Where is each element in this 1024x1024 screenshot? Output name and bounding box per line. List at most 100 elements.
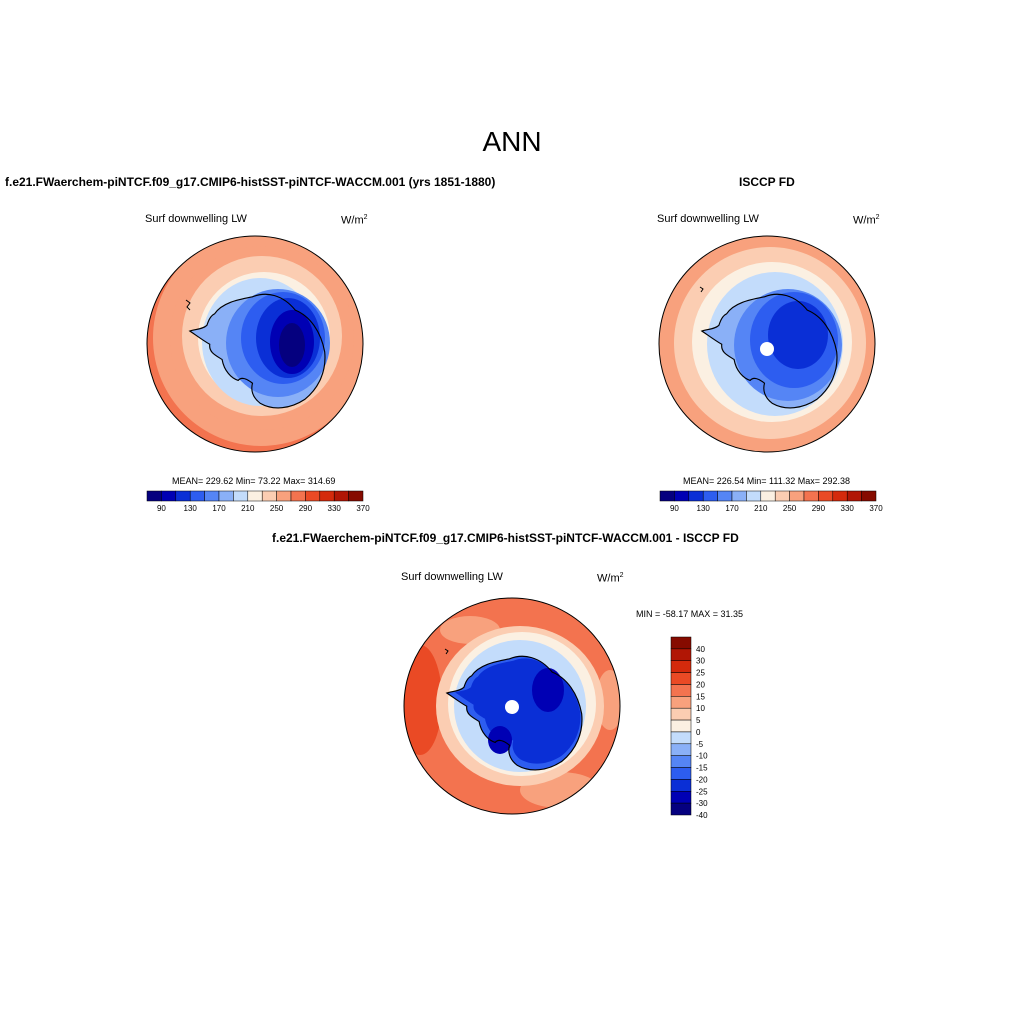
colorbar-obs: 90 130 170 210 250 290 330 370 xyxy=(659,490,883,513)
colorbar-swatch xyxy=(305,490,321,502)
colorbar-tick-label: 130 xyxy=(184,504,198,513)
colorbar-diff: 40 30 25 20 15 10 5 0 -5 -10 -15 -20 -25 -30 -40 xyxy=(670,636,708,820)
colorbar-swatch xyxy=(670,660,692,673)
colorbar-swatch xyxy=(688,490,704,502)
colorbar-swatch xyxy=(832,490,848,502)
colorbar-swatch xyxy=(670,802,692,816)
colorbar-swatch xyxy=(670,696,692,709)
colorbar-tick-label: 90 xyxy=(670,504,679,513)
units-label-model: W/m2 xyxy=(341,214,368,227)
colorbar-tick-label: -30 xyxy=(696,799,708,808)
map-border-obs xyxy=(658,235,876,453)
panel-title-obs: ISCCP FD xyxy=(739,175,795,189)
colorbar-tick-label: -25 xyxy=(696,787,708,796)
colorbar-swatch xyxy=(333,490,349,502)
units-label-diff: W/m2 xyxy=(597,572,624,585)
colorbar-tick-label: -5 xyxy=(696,740,704,749)
stats-model: MEAN= 229.62 Min= 73.22 Max= 314.69 xyxy=(172,476,336,486)
colorbar-swatch xyxy=(670,779,692,792)
colorbar-swatch xyxy=(659,490,675,502)
colorbar-swatch xyxy=(204,490,220,502)
polar-map-model xyxy=(147,236,363,452)
colorbar-swatch xyxy=(670,719,692,733)
colorbar-swatch xyxy=(175,490,191,502)
colorbar-swatch xyxy=(247,490,263,502)
colorbar-swatch xyxy=(290,490,306,502)
missing-data-pole xyxy=(505,700,519,714)
colorbar-swatch xyxy=(717,490,733,502)
panel-title-model: f.e21.FWaerchem-piNTCF.f09_g17.CMIP6-his… xyxy=(5,175,496,189)
colorbar-tick-label: 25 xyxy=(696,669,705,678)
colorbar-swatch xyxy=(670,648,692,661)
panel-title-diff: f.e21.FWaerchem-piNTCF.f09_g17.CMIP6-his… xyxy=(272,531,739,545)
colorbar-tick-label: 370 xyxy=(869,504,883,513)
colorbar-swatch xyxy=(670,731,692,745)
colorbar-tick-label: 170 xyxy=(725,504,739,513)
variable-label-diff: Surf downwelling LW xyxy=(401,571,503,583)
colorbar-swatch xyxy=(261,490,277,502)
figure-title: ANN xyxy=(482,126,542,157)
colorbar-swatch xyxy=(670,755,692,768)
colorbar-swatch xyxy=(670,672,692,685)
colorbar-swatch xyxy=(746,490,762,502)
colorbar-tick-label: 250 xyxy=(783,504,797,513)
colorbar-tick-label: 290 xyxy=(299,504,313,513)
colorbar-swatch xyxy=(861,490,877,502)
colorbar-swatch xyxy=(803,490,819,502)
colorbar-swatch xyxy=(189,490,205,502)
stats-diff: MIN = -58.17 MAX = 31.35 xyxy=(636,609,744,619)
colorbar-swatch xyxy=(670,767,692,780)
colorbar-tick-label: -40 xyxy=(696,811,708,820)
colorbar-swatch xyxy=(818,490,834,502)
variable-label-obs: Surf downwelling LW xyxy=(657,213,759,225)
colorbar-tick-label: 210 xyxy=(241,504,255,513)
colorbar-swatch xyxy=(670,707,692,721)
missing-data-pole xyxy=(760,342,774,356)
colorbar-tick-label: 5 xyxy=(696,716,701,725)
colorbar-tick-label: 330 xyxy=(328,504,342,513)
colorbar-swatch xyxy=(774,490,790,502)
colorbar-swatch xyxy=(276,490,292,502)
map-border-model xyxy=(146,235,364,453)
colorbar-swatch xyxy=(146,490,162,502)
units-label-obs: W/m2 xyxy=(853,214,880,227)
colorbar-tick-label: -15 xyxy=(696,764,708,773)
colorbar-swatch xyxy=(319,490,335,502)
colorbar-swatch xyxy=(233,490,249,502)
colorbar-swatch xyxy=(670,636,692,650)
variable-label-model: Surf downwelling LW xyxy=(145,213,247,225)
colorbar-tick-label: 20 xyxy=(696,680,705,689)
colorbar-swatch xyxy=(670,684,692,697)
colorbar-swatch xyxy=(670,743,692,756)
colorbar-swatch xyxy=(702,490,718,502)
colorbar-tick-label: 210 xyxy=(754,504,768,513)
colorbar-tick-label: 250 xyxy=(270,504,284,513)
colorbar-swatch xyxy=(731,490,747,502)
colorbar-swatch xyxy=(846,490,862,502)
colorbar-swatch xyxy=(348,490,364,502)
colorbar-model: 90 130 170 210 250 290 330 370 xyxy=(146,490,370,513)
colorbar-tick-label: 330 xyxy=(841,504,855,513)
colorbar-swatch xyxy=(789,490,805,502)
colorbar-tick-label: 170 xyxy=(212,504,226,513)
colorbar-swatch xyxy=(161,490,177,502)
polar-map-obs xyxy=(659,236,875,452)
colorbar-tick-label: 370 xyxy=(356,504,370,513)
colorbar-swatch xyxy=(670,791,692,804)
colorbar-swatch xyxy=(674,490,690,502)
colorbar-tick-label: 130 xyxy=(697,504,711,513)
colorbar-tick-label: 40 xyxy=(696,645,705,654)
polar-map-diff xyxy=(404,598,620,814)
colorbar-tick-label: 290 xyxy=(812,504,826,513)
colorbar-swatch xyxy=(218,490,234,502)
colorbar-swatch xyxy=(760,490,776,502)
colorbar-tick-label: -10 xyxy=(696,752,708,761)
stats-obs: MEAN= 226.54 Min= 111.32 Max= 292.38 xyxy=(683,476,851,486)
colorbar-tick-label: 30 xyxy=(696,657,705,666)
colorbar-tick-label: 15 xyxy=(696,692,705,701)
colorbar-tick-label: 90 xyxy=(157,504,166,513)
colorbar-tick-label: -20 xyxy=(696,775,708,784)
colorbar-tick-label: 10 xyxy=(696,704,705,713)
